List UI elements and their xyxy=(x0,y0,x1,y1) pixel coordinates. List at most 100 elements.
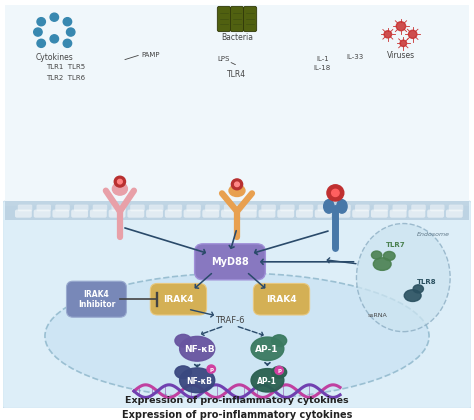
Circle shape xyxy=(231,179,243,190)
Text: Viruses: Viruses xyxy=(387,51,415,60)
FancyBboxPatch shape xyxy=(299,205,313,211)
Circle shape xyxy=(37,18,46,26)
Text: NF-κB: NF-κB xyxy=(187,377,212,386)
FancyBboxPatch shape xyxy=(240,210,257,218)
FancyBboxPatch shape xyxy=(3,201,471,408)
Ellipse shape xyxy=(175,366,191,378)
Ellipse shape xyxy=(45,273,429,399)
FancyBboxPatch shape xyxy=(146,210,163,218)
Ellipse shape xyxy=(337,200,347,213)
Circle shape xyxy=(396,22,406,31)
Text: p: p xyxy=(277,368,281,373)
FancyBboxPatch shape xyxy=(5,201,469,220)
FancyBboxPatch shape xyxy=(371,210,388,218)
FancyBboxPatch shape xyxy=(254,284,310,315)
Text: Expression of pro-inflammatory cytokines: Expression of pro-inflammatory cytokines xyxy=(122,410,352,420)
FancyBboxPatch shape xyxy=(168,205,182,211)
FancyBboxPatch shape xyxy=(337,205,351,211)
FancyBboxPatch shape xyxy=(150,284,207,315)
Circle shape xyxy=(332,189,339,197)
Circle shape xyxy=(63,18,72,26)
Text: TRAF-6: TRAF-6 xyxy=(215,316,245,325)
Ellipse shape xyxy=(272,335,287,346)
Circle shape xyxy=(66,28,75,36)
Circle shape xyxy=(235,182,239,186)
Circle shape xyxy=(34,28,42,36)
Text: IRAK4: IRAK4 xyxy=(266,295,297,304)
Text: p: p xyxy=(209,367,213,372)
Ellipse shape xyxy=(229,185,245,197)
Text: IL-33: IL-33 xyxy=(346,54,364,60)
FancyBboxPatch shape xyxy=(34,210,51,218)
Ellipse shape xyxy=(251,337,284,360)
Text: NF-κB: NF-κB xyxy=(184,345,215,354)
Circle shape xyxy=(400,40,407,47)
Ellipse shape xyxy=(383,252,395,260)
FancyBboxPatch shape xyxy=(71,210,88,218)
FancyBboxPatch shape xyxy=(165,210,182,218)
FancyBboxPatch shape xyxy=(230,6,244,32)
Circle shape xyxy=(118,179,122,184)
Circle shape xyxy=(207,365,216,373)
Ellipse shape xyxy=(272,366,287,378)
Circle shape xyxy=(409,30,417,38)
Text: Expression of pro-inflammatory cytokines: Expression of pro-inflammatory cytokines xyxy=(125,396,349,404)
FancyBboxPatch shape xyxy=(5,5,469,205)
Text: Bacteria: Bacteria xyxy=(221,33,253,42)
FancyBboxPatch shape xyxy=(427,210,444,218)
Text: IRAK4: IRAK4 xyxy=(163,295,194,304)
FancyBboxPatch shape xyxy=(446,210,463,218)
Text: IRAK4
Inhibitor: IRAK4 Inhibitor xyxy=(78,289,115,309)
Circle shape xyxy=(50,35,58,43)
Ellipse shape xyxy=(374,258,391,270)
FancyBboxPatch shape xyxy=(36,205,51,211)
Text: LPS: LPS xyxy=(218,56,230,62)
Circle shape xyxy=(384,31,392,38)
Text: IL-18: IL-18 xyxy=(314,65,331,71)
Ellipse shape xyxy=(372,251,382,259)
FancyBboxPatch shape xyxy=(74,205,89,211)
Ellipse shape xyxy=(112,183,128,195)
FancyBboxPatch shape xyxy=(66,281,127,317)
Ellipse shape xyxy=(180,368,215,393)
Text: AP-1: AP-1 xyxy=(255,345,278,354)
FancyBboxPatch shape xyxy=(128,210,144,218)
Ellipse shape xyxy=(356,223,450,332)
FancyBboxPatch shape xyxy=(149,205,164,211)
FancyBboxPatch shape xyxy=(244,6,257,32)
FancyBboxPatch shape xyxy=(280,205,295,211)
FancyBboxPatch shape xyxy=(217,6,230,32)
Ellipse shape xyxy=(175,334,191,347)
FancyBboxPatch shape xyxy=(390,210,407,218)
FancyBboxPatch shape xyxy=(318,205,332,211)
FancyBboxPatch shape xyxy=(90,210,107,218)
FancyBboxPatch shape xyxy=(130,205,145,211)
Ellipse shape xyxy=(404,290,421,302)
FancyBboxPatch shape xyxy=(53,210,69,218)
FancyBboxPatch shape xyxy=(411,205,426,211)
FancyBboxPatch shape xyxy=(15,210,32,218)
FancyBboxPatch shape xyxy=(183,210,201,218)
Ellipse shape xyxy=(251,369,284,392)
Text: TLR2  TLR6: TLR2 TLR6 xyxy=(46,76,86,81)
FancyBboxPatch shape xyxy=(258,210,275,218)
Text: MyD88: MyD88 xyxy=(211,257,249,267)
FancyBboxPatch shape xyxy=(355,205,370,211)
FancyBboxPatch shape xyxy=(243,205,257,211)
FancyBboxPatch shape xyxy=(352,210,369,218)
FancyBboxPatch shape xyxy=(111,205,126,211)
Text: TLR8: TLR8 xyxy=(417,279,437,285)
FancyBboxPatch shape xyxy=(261,205,276,211)
Ellipse shape xyxy=(413,285,423,293)
FancyBboxPatch shape xyxy=(409,210,425,218)
FancyBboxPatch shape xyxy=(195,244,265,280)
Circle shape xyxy=(37,39,46,47)
Text: PAMP: PAMP xyxy=(141,52,159,58)
FancyBboxPatch shape xyxy=(296,210,313,218)
Circle shape xyxy=(327,185,344,201)
FancyBboxPatch shape xyxy=(224,205,238,211)
Text: TLR1  TLR5: TLR1 TLR5 xyxy=(46,64,86,70)
Text: IL-1: IL-1 xyxy=(316,56,328,62)
FancyBboxPatch shape xyxy=(18,205,32,211)
Text: TLR7: TLR7 xyxy=(385,242,405,248)
